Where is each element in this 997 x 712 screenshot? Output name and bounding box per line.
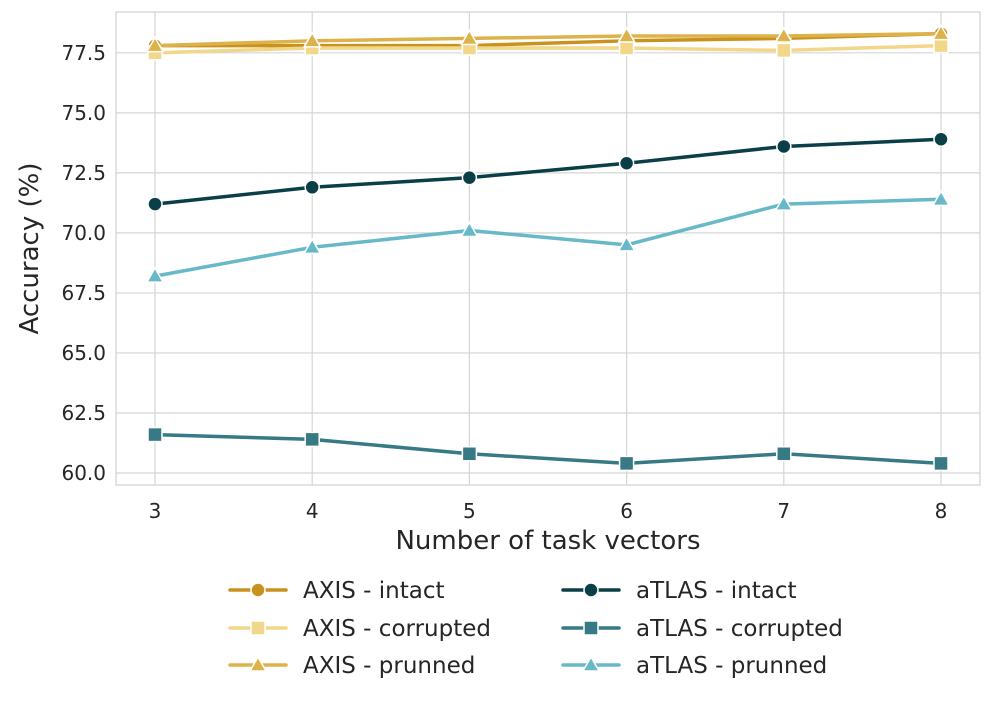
y-tick-label: 75.0 xyxy=(61,101,106,125)
series-line xyxy=(155,199,941,276)
square-marker xyxy=(620,456,634,470)
series-line xyxy=(155,435,941,464)
grid xyxy=(116,12,980,485)
legend-item: AXIS - prunned xyxy=(230,653,475,679)
x-tick-label: 3 xyxy=(149,499,162,523)
y-axis-title: Accuracy (%) xyxy=(15,163,45,335)
square-marker xyxy=(251,621,265,635)
series-atlas-prunned xyxy=(147,191,949,282)
legend-label: aTLAS - prunned xyxy=(636,653,827,679)
square-marker xyxy=(620,41,634,55)
square-marker xyxy=(305,432,319,446)
circle-marker xyxy=(148,197,162,211)
y-tick-label: 62.5 xyxy=(61,401,106,425)
series-atlas-intact xyxy=(148,132,948,211)
series-group xyxy=(147,26,949,471)
x-tick-label: 5 xyxy=(463,499,476,523)
circle-marker xyxy=(620,156,634,170)
y-tick-label: 60.0 xyxy=(61,461,106,485)
legend-label: aTLAS - intact xyxy=(636,578,796,604)
y-tick-label: 72.5 xyxy=(61,161,106,185)
accuracy-line-chart: 3 4 5 6 7 8 60.0 62.5 65.0 67.5 70.0 72.5 75.0 77.5 N… xyxy=(0,0,997,712)
series-atlas-corrupted xyxy=(148,428,948,471)
legend-item: AXIS - intact xyxy=(230,578,445,604)
legend-label: aTLAS - corrupted xyxy=(636,616,843,642)
circle-marker xyxy=(305,180,319,194)
square-marker xyxy=(777,447,791,461)
circle-marker xyxy=(584,583,598,597)
square-marker xyxy=(148,428,162,442)
y-tick-label: 70.0 xyxy=(61,221,106,245)
legend-item: aTLAS - prunned xyxy=(563,653,827,679)
y-tick-label: 65.0 xyxy=(61,341,106,365)
x-tick-label: 4 xyxy=(306,499,319,523)
x-tick-label: 6 xyxy=(620,499,633,523)
y-tick-label: 67.5 xyxy=(61,281,106,305)
square-marker xyxy=(934,456,948,470)
series-line xyxy=(155,139,941,204)
square-marker xyxy=(584,621,598,635)
square-marker xyxy=(777,43,791,57)
circle-marker xyxy=(462,171,476,185)
legend: AXIS - intact AXIS - corrupted AXIS - prun… xyxy=(230,578,843,679)
legend-label: AXIS - prunned xyxy=(303,653,475,679)
legend-item: aTLAS - corrupted xyxy=(563,616,843,642)
circle-marker xyxy=(777,139,791,153)
square-marker xyxy=(934,39,948,53)
plot-area-frame xyxy=(116,12,980,485)
legend-item: AXIS - corrupted xyxy=(230,616,491,642)
legend-label: AXIS - corrupted xyxy=(303,616,491,642)
square-marker xyxy=(462,447,476,461)
legend-item: aTLAS - intact xyxy=(563,578,796,604)
y-tick-label: 77.5 xyxy=(61,41,106,65)
x-axis-title: Number of task vectors xyxy=(395,526,700,556)
x-tick-label: 7 xyxy=(777,499,790,523)
legend-label: AXIS - intact xyxy=(303,578,445,604)
circle-marker xyxy=(251,583,265,597)
x-tick-label: 8 xyxy=(935,499,948,523)
circle-marker xyxy=(934,132,948,146)
